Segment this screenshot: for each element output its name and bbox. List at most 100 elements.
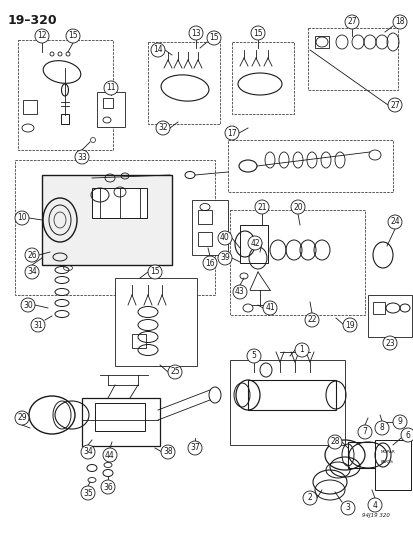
Circle shape	[387, 98, 401, 112]
Circle shape	[35, 29, 49, 43]
Circle shape	[75, 150, 89, 164]
Bar	[42, 175, 171, 265]
Circle shape	[101, 480, 115, 494]
Circle shape	[247, 349, 260, 363]
Bar	[61, 114, 69, 124]
Text: 19: 19	[344, 320, 354, 329]
Circle shape	[250, 26, 264, 40]
Circle shape	[103, 448, 117, 462]
Text: 36: 36	[103, 482, 113, 491]
Text: 9: 9	[396, 417, 401, 426]
Text: 30: 30	[23, 301, 33, 310]
Bar	[231, 42, 293, 114]
Circle shape	[15, 411, 29, 425]
Circle shape	[168, 365, 182, 379]
Bar	[374, 440, 410, 490]
Text: 27: 27	[389, 101, 399, 109]
Text: 22: 22	[306, 316, 316, 325]
Text: 26: 26	[27, 251, 37, 260]
Circle shape	[367, 498, 381, 512]
Bar	[92, 188, 147, 218]
Text: 8: 8	[379, 424, 383, 432]
Bar	[247, 380, 335, 410]
Text: 15: 15	[253, 28, 262, 37]
Circle shape	[188, 441, 202, 455]
Text: 43: 43	[235, 287, 244, 296]
Text: 44: 44	[105, 450, 114, 459]
Text: 13: 13	[191, 28, 200, 37]
Text: 31: 31	[33, 320, 43, 329]
Text: 12: 12	[37, 31, 47, 41]
Bar	[15, 160, 214, 295]
Text: 15: 15	[68, 31, 78, 41]
Text: 11: 11	[106, 84, 116, 93]
Circle shape	[156, 121, 170, 135]
Bar	[230, 210, 364, 315]
Bar	[103, 98, 113, 108]
Circle shape	[327, 435, 341, 449]
Text: 37: 37	[190, 443, 199, 453]
Circle shape	[15, 211, 29, 225]
Bar	[347, 442, 382, 468]
Text: 32: 32	[158, 124, 167, 133]
Circle shape	[218, 231, 231, 245]
Circle shape	[66, 29, 80, 43]
Bar	[230, 360, 344, 445]
Text: 35: 35	[83, 489, 93, 497]
Circle shape	[340, 501, 354, 515]
Text: 20: 20	[292, 203, 302, 212]
Bar	[82, 398, 159, 446]
Text: 19–320: 19–320	[8, 14, 57, 27]
Circle shape	[247, 236, 261, 250]
Text: 15: 15	[209, 34, 218, 43]
Text: 23: 23	[384, 338, 394, 348]
Circle shape	[161, 445, 175, 459]
Text: 41: 41	[265, 303, 274, 312]
Circle shape	[262, 301, 276, 315]
Circle shape	[254, 200, 268, 214]
Text: 6: 6	[405, 431, 409, 440]
Text: 29: 29	[17, 414, 27, 423]
Circle shape	[206, 31, 221, 45]
Bar	[147, 42, 219, 124]
Text: 34: 34	[83, 448, 93, 456]
Bar	[372, 302, 384, 314]
Circle shape	[81, 445, 95, 459]
Circle shape	[25, 248, 39, 262]
Bar	[367, 295, 411, 337]
Circle shape	[344, 15, 358, 29]
Bar	[197, 232, 211, 246]
Circle shape	[81, 486, 95, 500]
Circle shape	[400, 428, 413, 442]
Circle shape	[31, 318, 45, 332]
Circle shape	[25, 265, 39, 279]
Circle shape	[290, 200, 304, 214]
Text: 3: 3	[345, 504, 349, 513]
Circle shape	[151, 43, 165, 57]
Circle shape	[233, 285, 247, 299]
Circle shape	[147, 265, 161, 279]
Bar	[97, 92, 125, 127]
Bar	[192, 200, 228, 255]
Circle shape	[302, 491, 316, 505]
Text: 14: 14	[153, 45, 162, 54]
Bar	[18, 40, 113, 150]
Text: 39: 39	[220, 254, 229, 262]
Text: 33: 33	[77, 152, 87, 161]
Bar	[115, 278, 197, 366]
Circle shape	[374, 421, 388, 435]
Text: 17: 17	[227, 128, 236, 138]
Circle shape	[387, 215, 401, 229]
Circle shape	[224, 126, 238, 140]
Text: 18: 18	[394, 18, 404, 27]
Bar	[228, 140, 392, 192]
Text: 42: 42	[249, 238, 259, 247]
Circle shape	[392, 415, 406, 429]
Bar	[132, 334, 146, 348]
Text: 24: 24	[389, 217, 399, 227]
Circle shape	[218, 251, 231, 265]
Bar	[197, 210, 211, 224]
Text: 27: 27	[347, 18, 356, 27]
Text: 15: 15	[150, 268, 159, 277]
Text: 40: 40	[220, 233, 229, 243]
